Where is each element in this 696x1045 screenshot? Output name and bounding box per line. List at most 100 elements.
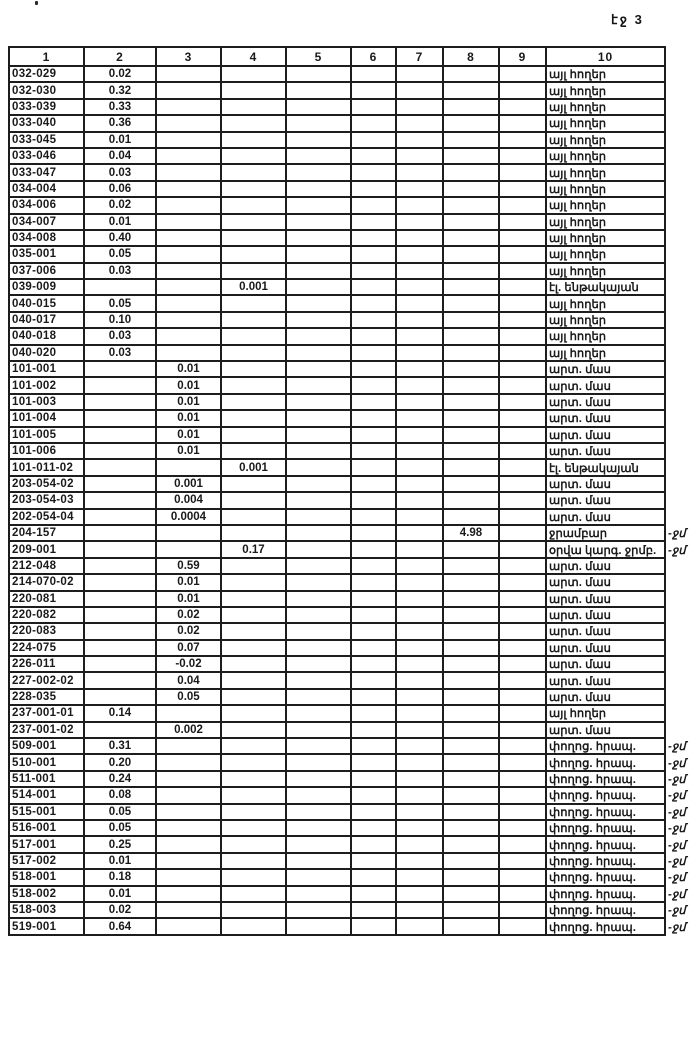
cell-value: [442, 851, 500, 871]
cell-value: [285, 114, 352, 133]
cell-value: [220, 146, 287, 166]
margin-note: [665, 591, 695, 607]
cell-value: [350, 245, 397, 264]
cell-value: [285, 179, 352, 199]
cell-value: [350, 310, 397, 330]
cell-value: [155, 458, 222, 477]
cell-value: [442, 573, 500, 592]
cell-value: [155, 818, 222, 838]
cell-value: [350, 802, 397, 821]
table-row: 237-001-01 0.14 այլ հողեր: [8, 704, 695, 723]
table-row: 101-006 0.01 արտ. մաս: [8, 441, 695, 461]
cell-value: [395, 392, 444, 412]
cell-value: [350, 130, 397, 149]
cell-value: [155, 704, 222, 723]
margin-note: [665, 361, 695, 377]
cell-value: [155, 81, 222, 100]
cell-value: [285, 409, 352, 428]
cell-value: [285, 769, 352, 789]
cell-category: այլ հողեր: [545, 114, 666, 133]
cell-value: [220, 507, 287, 526]
cell-value: [285, 163, 352, 182]
cell-code: 101-002: [8, 376, 85, 395]
cell-value: [442, 196, 500, 215]
cell-value: [395, 720, 444, 740]
cell-value: 0.02: [83, 64, 157, 84]
cell-value: [220, 474, 287, 494]
table-row: 035-001 0.05 այլ հողեր: [8, 245, 695, 264]
cell-value: [395, 917, 444, 936]
cell-code: 101-011-02: [8, 458, 85, 477]
cell-value: 0.02: [83, 900, 157, 920]
cell-value: [442, 540, 500, 559]
cell-value: [220, 523, 287, 543]
cell-category: այլ հողեր: [545, 245, 666, 264]
cell-value: [285, 130, 352, 149]
cell-value: [442, 343, 500, 363]
cell-value: [442, 491, 500, 510]
cell-value: 0.001: [220, 278, 287, 297]
cell-value: [83, 376, 157, 395]
cell-value: [395, 622, 444, 641]
table-row: 101-005 0.01 արտ. մաս: [8, 425, 695, 445]
cell-value: [498, 736, 547, 756]
cell-value: [83, 622, 157, 641]
cell-value: [285, 507, 352, 526]
cell-code: 032-030: [8, 81, 85, 100]
margin-note: [665, 164, 695, 180]
column-header: 4: [220, 46, 287, 67]
cell-value: [220, 327, 287, 346]
margin-note: [665, 148, 695, 164]
cell-value: [285, 474, 352, 494]
cell-value: [285, 655, 352, 674]
table-row: 237-001-02 0.002 արտ. մաս: [8, 720, 695, 740]
cell-value: [220, 228, 287, 248]
table-row: 519-001 0.64 փողոց. հրապ. -ջմ: [8, 917, 695, 936]
table-row: 220-082 0.02 արտ. մաս: [8, 605, 695, 625]
cell-value: [395, 851, 444, 871]
cell-value: [395, 769, 444, 789]
cell-code: 519-001: [8, 917, 85, 936]
cell-value: 0.05: [83, 818, 157, 838]
cell-value: [498, 851, 547, 871]
table-row: 515-001 0.05 փողոց. հրապ. -ջմ: [8, 802, 695, 821]
cell-value: [155, 114, 222, 133]
cell-value: [155, 146, 222, 166]
cell-category: արտ. մաս: [545, 556, 666, 576]
column-header: 6: [350, 46, 397, 67]
cell-category: փողոց. հրապ.: [545, 818, 666, 838]
cell-value: 0.10: [83, 310, 157, 330]
cell-code: 101-003: [8, 392, 85, 412]
cell-value: [83, 671, 157, 690]
cell-value: [395, 687, 444, 707]
margin-note: -ջմ: [668, 839, 686, 852]
cell-value: [220, 310, 287, 330]
cell-value: [155, 343, 222, 363]
cell-value: [285, 261, 352, 281]
table-row: 039-009 0.001 էլ. ենթակայան: [8, 278, 695, 297]
table-row: 518-002 0.01 փողոց. հրապ. -ջմ: [8, 884, 695, 903]
column-header: 1: [8, 46, 85, 67]
cell-value: 0.01: [155, 573, 222, 592]
column-header: 7: [395, 46, 444, 67]
cell-value: [350, 392, 397, 412]
column-header: 8: [442, 46, 500, 67]
cell-value: 0.03: [83, 261, 157, 281]
cell-value: [83, 474, 157, 494]
cell-value: [220, 573, 287, 592]
cell-value: [350, 818, 397, 838]
cell-value: [220, 769, 287, 789]
table-row: 212-048 0.59 արտ. մաս: [8, 556, 695, 576]
cell-value: [155, 163, 222, 182]
cell-value: [285, 294, 352, 313]
cell-value: [498, 507, 547, 526]
cell-value: [350, 343, 397, 363]
cell-value: [395, 310, 444, 330]
cell-value: [498, 786, 547, 805]
table-row: 034-008 0.40 այլ հողեր: [8, 228, 695, 248]
cell-value: 0.01: [155, 360, 222, 379]
cell-value: [220, 360, 287, 379]
cell-value: [83, 409, 157, 428]
cell-value: [220, 605, 287, 625]
cell-value: [395, 671, 444, 690]
